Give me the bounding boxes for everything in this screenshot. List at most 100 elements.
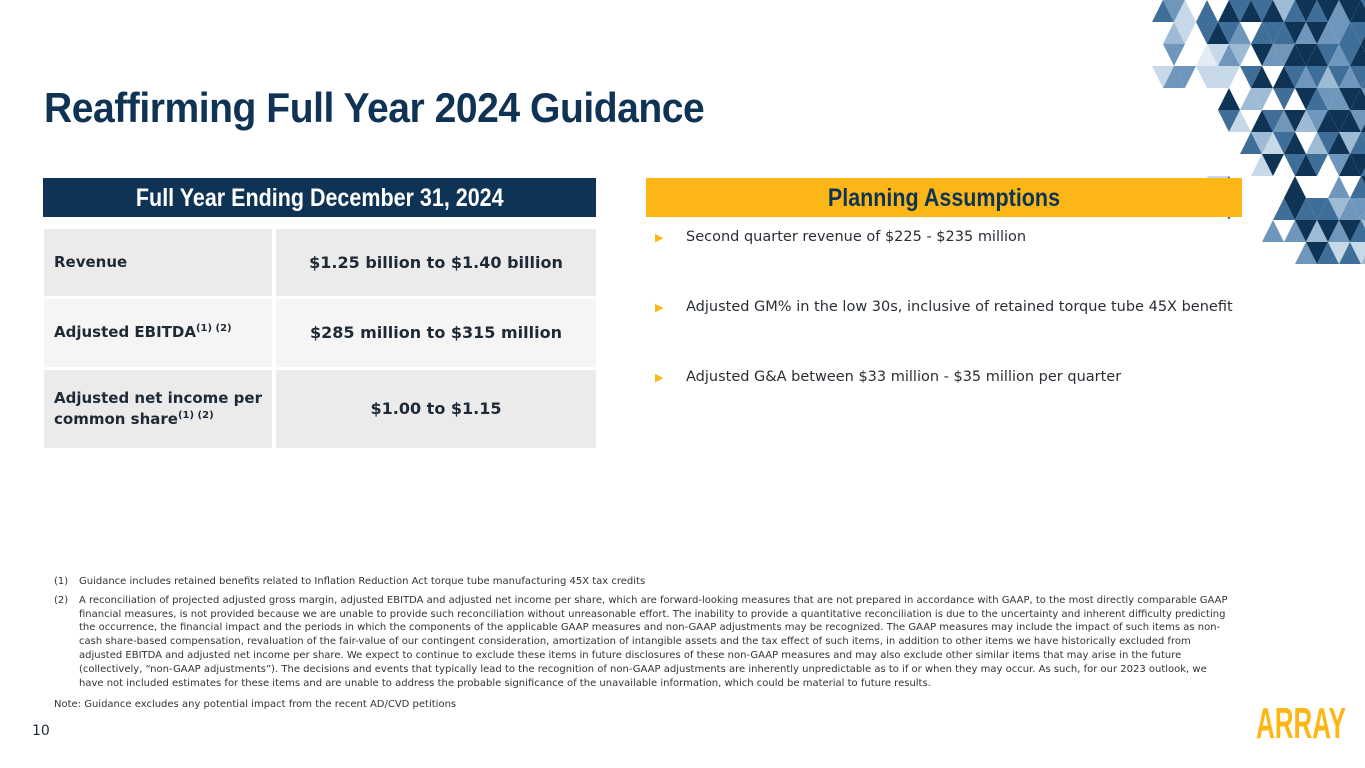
decor-triangle — [1350, 44, 1365, 66]
decor-triangle — [1306, 110, 1328, 132]
guidance-label: Revenue — [54, 252, 128, 271]
decor-triangle — [1328, 22, 1350, 44]
decor-triangle — [1152, 0, 1174, 22]
decor-triangle — [1207, 44, 1229, 66]
guidance-value: $285 million to $315 million — [274, 295, 596, 368]
decor-triangle — [1317, 198, 1339, 220]
decor-triangle — [1306, 0, 1328, 22]
decor-triangle — [1361, 168, 1365, 176]
decor-triangle — [1196, 44, 1218, 66]
decor-triangle — [1218, 22, 1240, 44]
decor-triangle — [1317, 220, 1339, 242]
assumptions-header-label: Planning Assumptions — [827, 184, 1061, 212]
page-title: Reaffirming Full Year 2024 Guidance — [44, 84, 705, 131]
decor-triangle — [1306, 66, 1328, 88]
decor-triangle — [1317, 110, 1339, 132]
decor-triangle — [1284, 154, 1306, 176]
decor-triangle — [1339, 132, 1361, 154]
decor-triangle — [1350, 176, 1365, 198]
decor-triangle — [1350, 220, 1365, 242]
guidance-value: $1.25 billion to $1.40 billion — [274, 229, 596, 297]
footnote-number: (1) — [54, 576, 69, 587]
decor-triangle — [1284, 132, 1306, 154]
decor-triangle — [1361, 124, 1365, 132]
guidance-label: Adjusted net income per common share — [54, 388, 262, 428]
decor-triangle — [1262, 110, 1284, 132]
decor-triangle — [1284, 44, 1306, 66]
triangle-right-icon: ▶ — [655, 231, 664, 244]
decor-triangle — [1339, 198, 1361, 220]
page-number: 10 — [32, 723, 50, 739]
guidance-note: Note: Guidance excludes any potential im… — [54, 699, 457, 711]
decor-triangle — [1317, 242, 1339, 264]
footnote-number: (2) — [54, 594, 69, 606]
decor-triangle — [1328, 110, 1350, 132]
decor-triangle — [1306, 198, 1328, 220]
decor-triangle — [1295, 110, 1317, 132]
decor-triangle — [1196, 0, 1218, 22]
decor-triangle — [1251, 22, 1273, 44]
decor-triangle — [1284, 198, 1306, 220]
decor-triangle — [1361, 220, 1365, 228]
decor-triangle — [1262, 22, 1284, 44]
decor-triangle — [1207, 66, 1229, 88]
decor-triangle — [1163, 66, 1185, 88]
decor-triangle — [1317, 22, 1339, 44]
decor-triangle — [1295, 66, 1317, 88]
decor-triangle — [1251, 154, 1273, 176]
decor-triangle — [1240, 88, 1262, 110]
assumption-text: Adjusted GM% in the low 30s, inclusive o… — [686, 299, 1233, 315]
decor-triangle — [1251, 44, 1273, 66]
decor-triangle — [1328, 176, 1350, 198]
guidance-label-cell: Adjusted EBITDA(1) (2) — [44, 295, 276, 368]
array-logo: ARRAY — [1256, 700, 1346, 744]
decor-triangle — [1273, 0, 1295, 22]
table-row: Adjusted EBITDA(1) (2) $285 million to $… — [44, 295, 596, 368]
decor-triangle — [1317, 44, 1339, 66]
decor-triangle — [1317, 0, 1339, 22]
footnote-text: Guidance includes retained benefits rela… — [79, 576, 646, 587]
decor-triangle — [1273, 22, 1295, 44]
decor-triangle — [1295, 220, 1317, 242]
decor-triangle — [1295, 22, 1317, 44]
decor-triangle — [1328, 88, 1350, 110]
assumptions-header: Planning Assumptions — [646, 178, 1242, 217]
decor-triangle — [1350, 154, 1365, 176]
decor-triangle — [1306, 22, 1328, 44]
list-item: ▶ Adjusted GM% in the low 30s, inclusive … — [655, 299, 1233, 315]
decor-triangle — [1163, 22, 1185, 44]
assumption-text: Adjusted G&A between $33 million - $35 m… — [686, 369, 1122, 385]
decor-triangle — [1262, 44, 1284, 66]
guidance-label-cell: Adjusted net income per common share(1) … — [44, 366, 276, 448]
decor-triangle — [1251, 0, 1273, 22]
decor-triangle — [1339, 66, 1361, 88]
decor-triangle — [1273, 44, 1295, 66]
decor-triangle — [1306, 44, 1328, 66]
decor-triangle — [1317, 66, 1339, 88]
decor-triangle — [1273, 132, 1295, 154]
decor-triangle — [1284, 176, 1306, 198]
decor-triangle — [1240, 0, 1262, 22]
decor-triangle — [1339, 110, 1361, 132]
decor-triangle — [1350, 110, 1365, 132]
decor-triangle — [1306, 88, 1328, 110]
decor-triangle — [1328, 66, 1350, 88]
decor-triangle — [1262, 154, 1284, 176]
decor-triangle — [1339, 154, 1361, 176]
decor-triangle — [1350, 198, 1365, 220]
decor-triangle — [1306, 220, 1328, 242]
triangle-pattern-decoration — [1152, 0, 1365, 264]
table-row: Adjusted net income per common share(1) … — [44, 366, 596, 448]
decor-triangle — [1295, 242, 1317, 264]
decor-triangle — [1361, 44, 1365, 52]
decor-triangle — [1284, 66, 1306, 88]
guidance-value: $1.00 to $1.15 — [274, 366, 596, 448]
decor-triangle — [1317, 88, 1339, 110]
decor-triangle — [1273, 110, 1295, 132]
logo-text: ARRAY — [1256, 700, 1346, 744]
list-item: ▶ Adjusted G&A between $33 million - $35 … — [655, 369, 1121, 385]
decor-triangle — [1361, 0, 1365, 8]
decor-triangle — [1350, 88, 1365, 110]
decor-triangle — [1361, 36, 1365, 44]
decor-triangle — [1295, 198, 1317, 220]
